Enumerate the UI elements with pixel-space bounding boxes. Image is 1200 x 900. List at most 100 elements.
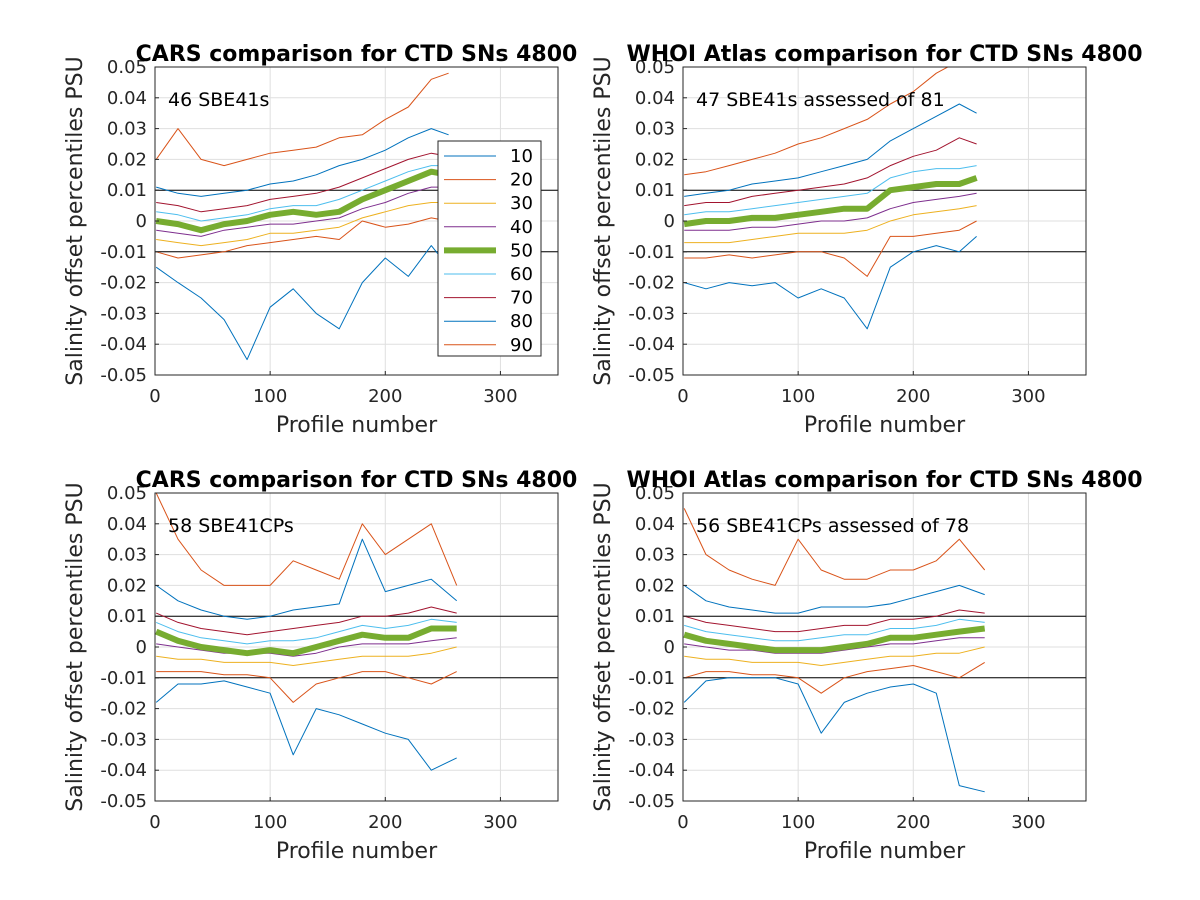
series-line-p90 (684, 67, 949, 176)
y-tick-label: 0.01 (107, 180, 147, 201)
y-tick-label: 0.03 (635, 119, 675, 140)
y-tick-label: -0.02 (628, 273, 675, 294)
y-tick-label: 0.01 (107, 606, 147, 627)
y-tick-label: -0.03 (628, 729, 675, 750)
series-line-p40 (156, 186, 449, 237)
series-line-p20 (684, 661, 985, 694)
series-line-p70 (156, 152, 449, 213)
series-line-p80 (683, 584, 985, 614)
x-tick-label: 100 (253, 812, 287, 833)
y-tick-label: -0.04 (100, 334, 147, 355)
legend-label: 10 (510, 146, 533, 167)
y-tick-label: 0.04 (635, 88, 675, 109)
y-tick-label: 0.03 (107, 119, 147, 140)
y-tick-label: -0.05 (100, 791, 147, 812)
x-tick-label: 300 (483, 386, 517, 407)
series-line-p40 (684, 637, 985, 654)
y-tick-label: 0.01 (635, 606, 675, 627)
x-tick-label: 300 (1011, 812, 1045, 833)
legend-label: 40 (510, 217, 533, 238)
y-tick-label: 0.05 (107, 57, 147, 78)
x-axis-label: Profile number (276, 839, 438, 864)
chart-panel-1: 0 100 200 300 -0.05 -0.04 -0.03 -0.02 -0.01 0 0.01… (63, 42, 577, 438)
y-tick-label: 0 (664, 211, 675, 232)
y-tick-label: -0.01 (628, 668, 675, 689)
chart-panel-3: 0 100 200 300 -0.05 -0.04 -0.03 -0.02 -0.01 0 0.01… (63, 468, 577, 864)
series-line-p50 (155, 625, 457, 657)
series-line-p50 (155, 168, 450, 234)
series-line-p80 (684, 103, 977, 197)
y-tick-label: -0.05 (628, 791, 675, 812)
series-line-p10 (155, 680, 457, 771)
series-line-p20 (684, 220, 977, 277)
series-group (155, 493, 458, 771)
series-line-p30 (684, 646, 985, 666)
series-line-p80 (156, 128, 449, 197)
series-line-p60 (684, 165, 977, 216)
y-tick-label: 0.03 (107, 545, 147, 566)
x-tick-label: 200 (368, 812, 402, 833)
x-tick-label: 300 (1011, 386, 1045, 407)
series-line-p70 (156, 606, 457, 636)
x-tick-label: 300 (483, 812, 517, 833)
series-line-p90 (155, 72, 449, 167)
y-axis-label: Salinity offset percentiles PSU (591, 56, 616, 385)
chart-panel-4: 0 100 200 300 -0.05 -0.04 -0.03 -0.02 -0.01 0 0.01… (591, 468, 1143, 864)
sensor-count-annotation: 58 SBE41CPs (168, 515, 294, 537)
sensor-count-annotation: 56 SBE41CPs assessed of 78 (696, 515, 969, 537)
series-line-p50 (683, 175, 978, 228)
sensor-count-annotation: 46 SBE41s (168, 89, 269, 111)
series-line-p10 (683, 677, 985, 793)
series-line-p10 (155, 245, 449, 361)
series-line-p30 (684, 205, 977, 244)
x-tick-label: 100 (781, 812, 815, 833)
y-tick-label: 0.05 (635, 483, 675, 504)
y-tick-label: -0.01 (628, 242, 675, 263)
chart-title: WHOI Atlas comparison for CTD SNs 4800 (626, 42, 1142, 67)
series-line-p50 (683, 625, 986, 654)
sensor-count-annotation: 47 SBE41s assessed of 81 (696, 89, 945, 111)
series-line-p40 (684, 192, 977, 231)
y-tick-label: -0.03 (100, 303, 147, 324)
y-tick-label: -0.01 (100, 668, 147, 689)
series-line-p70 (684, 609, 985, 633)
y-tick-label: -0.01 (100, 242, 147, 263)
series-line-p80 (155, 538, 458, 620)
y-tick-label: -0.05 (100, 365, 147, 386)
chart-title: WHOI Atlas comparison for CTD SNs 4800 (626, 468, 1142, 493)
legend-label: 80 (510, 311, 533, 332)
y-tick-label: -0.03 (100, 729, 147, 750)
series-line-p30 (156, 202, 449, 247)
y-tick-label: -0.02 (628, 699, 675, 720)
x-tick-label: 200 (896, 812, 930, 833)
legend-label: 20 (510, 170, 533, 191)
legend-label: 30 (510, 193, 533, 214)
x-axis-label: Profile number (804, 839, 966, 864)
series-line-p10 (684, 236, 977, 330)
y-tick-label: -0.05 (628, 365, 675, 386)
y-tick-label: 0 (664, 637, 675, 658)
series-line-p70 (684, 137, 977, 207)
series-line-p20 (156, 217, 449, 259)
x-tick-label: 100 (781, 386, 815, 407)
y-tick-label: 0.04 (635, 514, 675, 535)
y-tick-label: 0.04 (107, 514, 147, 535)
y-tick-label: 0.02 (635, 575, 675, 596)
series-line-p60 (156, 165, 449, 222)
chart-title: CARS comparison for CTD SNs 4800 (136, 468, 578, 493)
series-line-p30 (156, 646, 457, 666)
y-tick-label: -0.02 (100, 273, 147, 294)
x-axis-label: Profile number (276, 413, 438, 438)
y-tick-label: -0.03 (628, 303, 675, 324)
y-tick-label: -0.02 (100, 699, 147, 720)
series-line-p60 (156, 618, 457, 645)
chart-title: CARS comparison for CTD SNs 4800 (136, 42, 578, 67)
y-tick-label: 0 (136, 211, 147, 232)
y-tick-label: 0.02 (107, 149, 147, 170)
x-tick-label: 0 (677, 386, 688, 407)
series-line-p60 (684, 618, 985, 642)
series-line-p40 (156, 637, 457, 657)
series-line-p90 (155, 493, 458, 586)
